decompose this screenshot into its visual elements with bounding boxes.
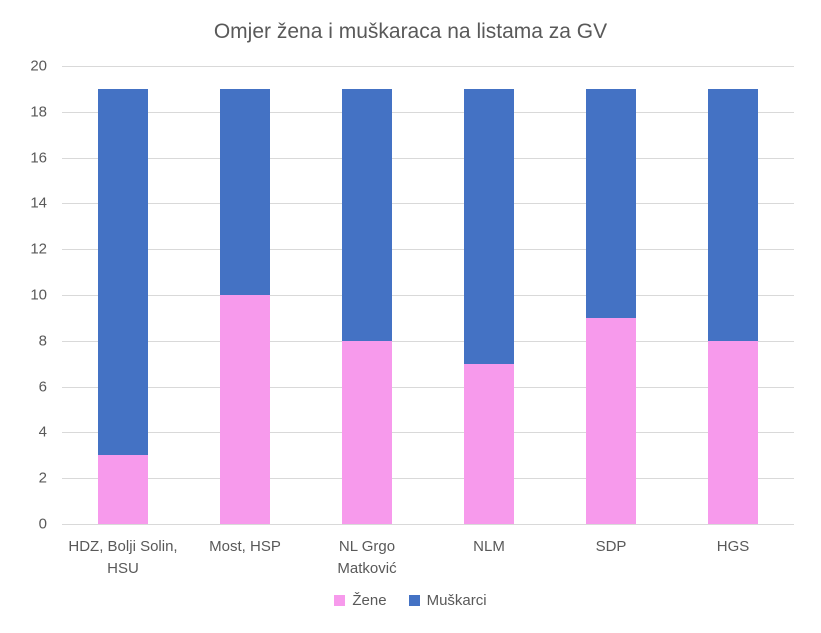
bar-segment-muskarci [464, 88, 514, 364]
x-axis-category-label: NLM [473, 538, 505, 555]
chart-title: Omjer žena i muškaraca na listama za GV [213, 20, 608, 43]
y-axis-tick-label: 16 [30, 149, 47, 167]
gridline [62, 157, 794, 159]
y-axis-tick-label: 12 [30, 240, 47, 258]
x-axis-category-label: HDZ, Bolji Solin, HSU [68, 538, 178, 577]
bar-segment-muskarci [586, 88, 636, 318]
y-axis-tick-label: 6 [38, 378, 47, 396]
plot-area: 0 2 4 6 8 10 12 14 16 18 20 HDZ, Bolji Solin, HSU Mo… [30, 59, 794, 577]
bar-segment-zene [220, 295, 270, 524]
gridline [62, 386, 794, 388]
legend-item-muskarci: Muškarci [408, 592, 487, 609]
y-axis-tick-label: 10 [30, 286, 47, 304]
bar-segment-muskarci [342, 88, 392, 341]
x-axis-category-label: Most, HSP [209, 538, 281, 555]
y-axis-tick-label: 18 [30, 103, 47, 121]
bar-segment-zene [464, 363, 514, 524]
legend: Žene Muškarci [0, 592, 821, 609]
y-axis-tick-label: 14 [30, 194, 47, 212]
bar-segment-zene [708, 340, 758, 524]
bar-segment-zene [98, 455, 148, 524]
y-axis-tick-label: 4 [38, 423, 47, 441]
legend-swatch-zene [334, 595, 346, 606]
legend-label: Muškarci [426, 592, 487, 609]
gridline [62, 111, 794, 113]
x-axis-category-label: SDP [595, 538, 627, 555]
legend-swatch-muskarci [408, 595, 420, 606]
bar-segment-muskarci [708, 88, 758, 341]
gridline [62, 249, 794, 251]
bar-segment-muskarci [98, 88, 148, 456]
legend-item-zene: Žene [334, 592, 387, 609]
bar-segment-muskarci [220, 88, 270, 295]
y-axis-tick-label: 2 [38, 469, 47, 487]
gridline [62, 295, 794, 296]
x-axis-category-label: NL Grgo Matković [337, 538, 397, 577]
gridline [62, 203, 794, 205]
gridline [62, 432, 794, 434]
gridline [62, 524, 794, 525]
y-axis-tick-label: 8 [38, 332, 47, 350]
bar-segment-zene [586, 317, 636, 524]
gridline [62, 340, 794, 342]
gridline [62, 478, 794, 480]
bar-segment-zene [342, 340, 392, 524]
x-axis-category-label: HGS [716, 538, 750, 555]
y-axis-tick-label: 0 [38, 515, 47, 533]
gridline [62, 66, 794, 67]
legend-label: Žene [352, 592, 387, 609]
y-axis-tick-label: 20 [30, 57, 47, 75]
